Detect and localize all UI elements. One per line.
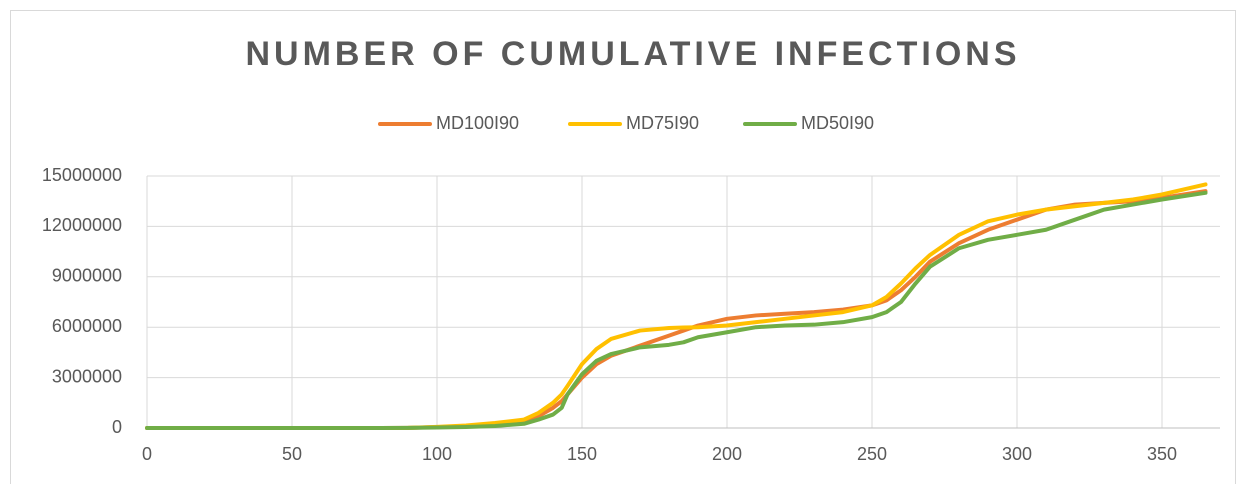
chart-border	[10, 10, 1236, 484]
x-tick-label: 0	[142, 444, 152, 464]
x-tick-label: 350	[1147, 444, 1177, 464]
y-tick-label: 0	[112, 417, 122, 437]
y-tick-label: 15000000	[42, 165, 122, 185]
x-tick-label: 150	[567, 444, 597, 464]
y-tick-label: 9000000	[52, 266, 122, 286]
series-line	[145, 190, 1208, 430]
y-tick-label: 6000000	[52, 316, 122, 336]
x-tick-label: 100	[422, 444, 452, 464]
legend-label: MD100I90	[436, 113, 519, 133]
chart-title: NUMBER OF CUMULATIVE INFECTIONS	[245, 35, 1020, 73]
x-tick-label: 300	[1002, 444, 1032, 464]
legend-label: MD50I90	[801, 113, 874, 133]
y-tick-label: 3000000	[52, 366, 122, 386]
y-tick-label: 12000000	[42, 215, 122, 235]
x-tick-label: 50	[282, 444, 302, 464]
x-tick-label: 250	[857, 444, 887, 464]
legend-label: MD75I90	[626, 113, 699, 133]
x-tick-label: 200	[712, 444, 742, 464]
